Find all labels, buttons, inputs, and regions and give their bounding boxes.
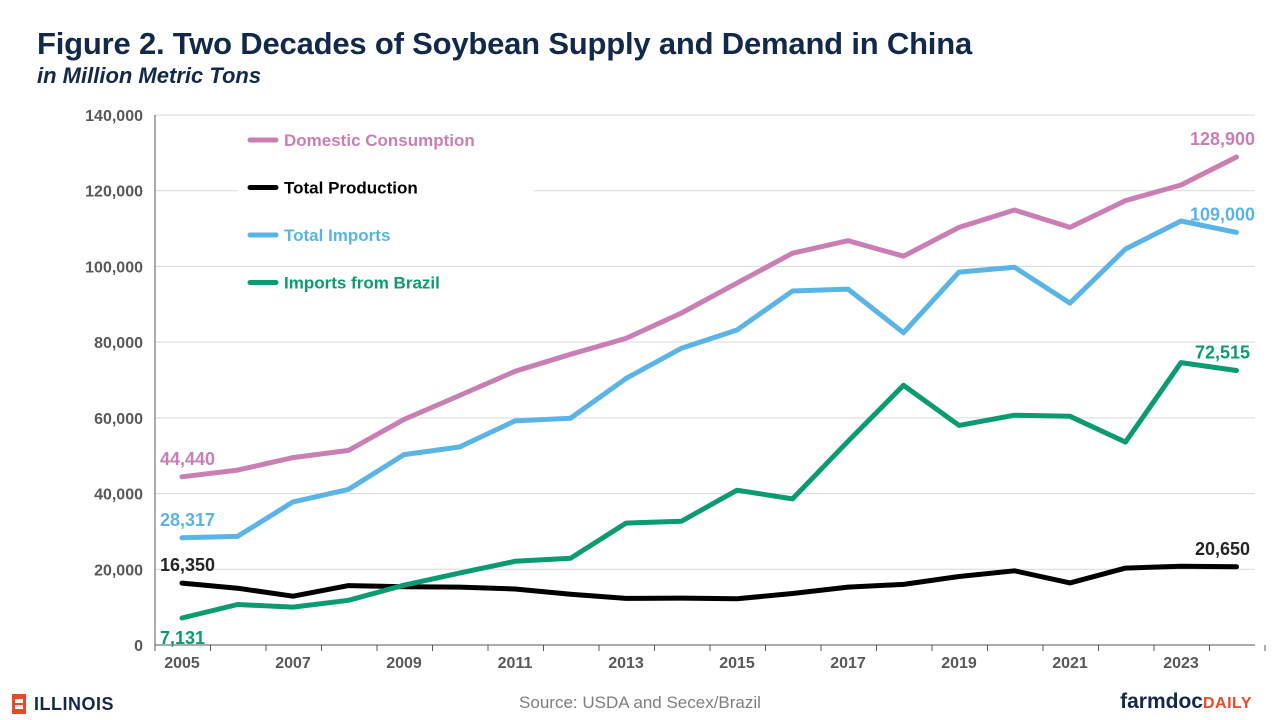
x-tick-label: 2007 [275,655,311,672]
series-line-total-imports [179,218,1239,541]
legend-label-domestic-consumption: Domestic Consumption [284,131,475,150]
data-label: 109,000 [1190,204,1255,224]
legend-backdrop [238,270,534,297]
illinois-block-i-icon [12,694,26,714]
x-tick-label: 2019 [941,655,977,672]
legend-label-total-imports: Total Imports [284,226,390,245]
y-tick-label: 120,000 [85,184,143,201]
legend-label-imports-from-brazil: Imports from Brazil [284,274,440,293]
legend: Domestic Consumption Total Production Tota… [238,128,534,297]
farmdoc-logo-part2: DAILY [1202,695,1252,712]
data-label: 28,317 [160,510,215,530]
series-line-total-production [179,563,1239,602]
axes: 0 20,000 40,000 60,000 80,000 100,000 120,000 1… [85,108,1266,672]
series-line-imports-from-brazil [179,360,1239,621]
y-tick-label: 100,000 [85,259,143,276]
data-label: 20,650 [1195,539,1250,559]
y-tick-label: 40,000 [94,487,143,504]
legend-label-total-production: Total Production [284,179,418,198]
farmdoc-logo-part1: farmdoc [1120,690,1203,713]
data-label: 7,131 [160,628,205,648]
x-tick-label: 2023 [1163,655,1199,672]
source-note: Source: USDA and Secex/Brazil [519,693,761,712]
data-label: 72,515 [1195,342,1250,362]
line-chart: 0 20,000 40,000 60,000 80,000 100,000 120,000 1… [85,108,1266,672]
illinois-logo-text: ILLINOIS [34,693,114,714]
chart-subtitle: in Million Metric Tons [37,63,262,88]
x-tick-label: 2021 [1052,655,1088,672]
x-tick-label: 2011 [498,655,533,672]
y-tick-label: 140,000 [85,108,143,125]
legend-backdrop [238,175,534,202]
data-label: 16,350 [160,555,215,575]
data-labels: 44,440 128,900 16,350 20,650 28,317 109,000 7,… [160,129,1255,648]
legend-backdrop [238,128,534,154]
x-tick-label: 2015 [719,655,755,672]
y-tick-label: 60,000 [94,411,143,428]
x-tick-label: 2013 [608,655,644,672]
x-tick-label: 2005 [164,655,200,672]
illinois-logo: ILLINOIS [12,692,114,716]
series-line-domestic-consumption [179,154,1239,480]
chart-title: Figure 2. Two Decades of Soybean Supply … [37,26,973,61]
y-tick-label: 80,000 [94,335,143,352]
x-tick-label: 2017 [830,655,866,672]
y-tick-label: 0 [134,638,143,655]
data-label: 44,440 [160,449,215,469]
legend-backdrop [238,223,534,249]
x-tick-label: 2009 [386,655,422,672]
farmdoc-daily-logo: farmdocDAILY [1120,690,1252,714]
series-lines [179,154,1239,621]
data-label: 128,900 [1190,129,1255,149]
y-tick-label: 20,000 [94,562,143,579]
